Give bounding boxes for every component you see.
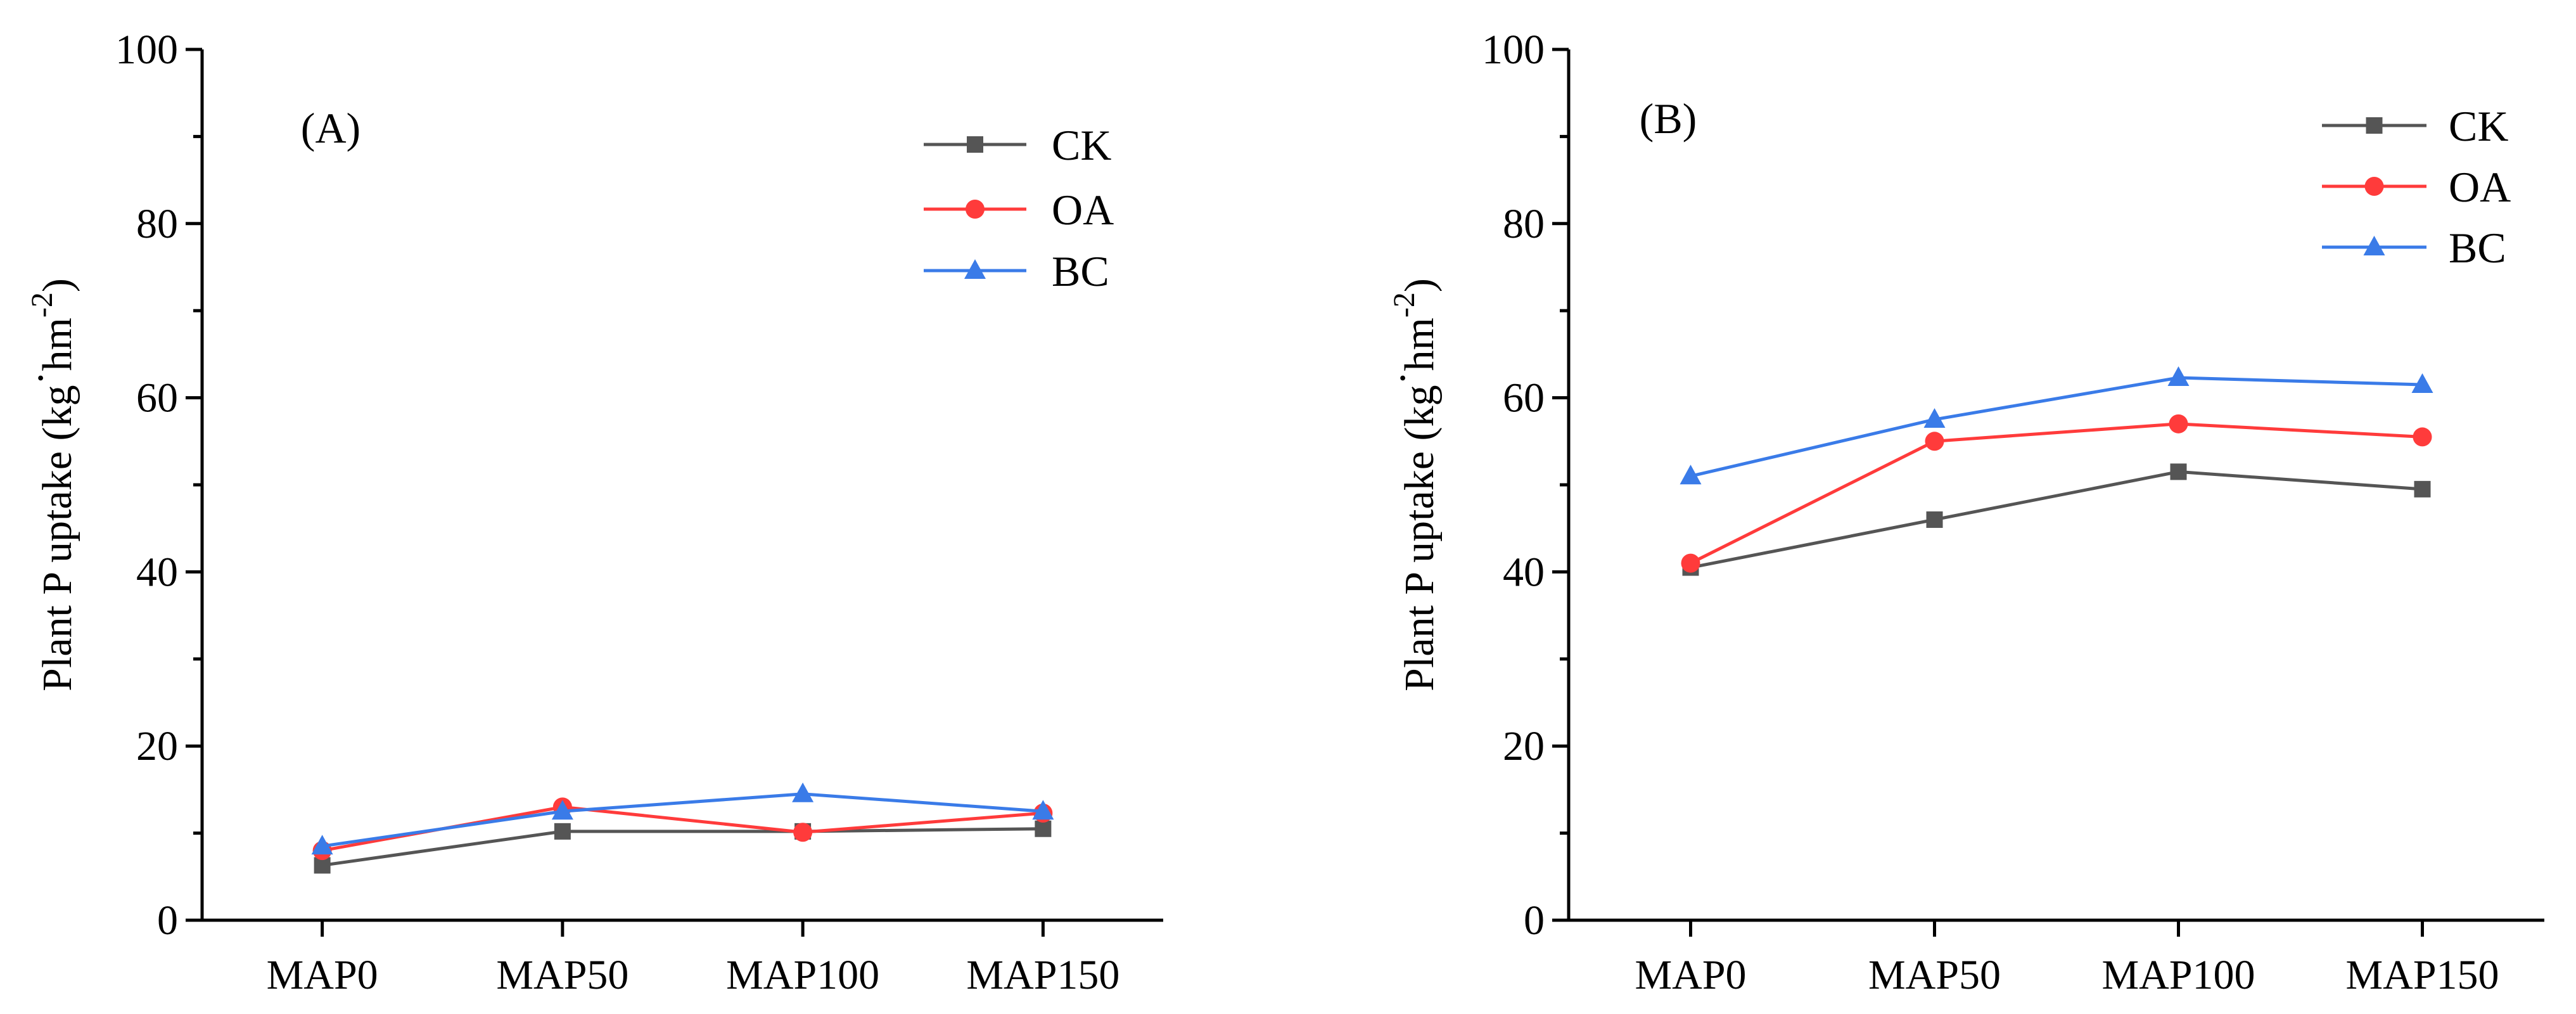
y-tick-label: 40 [136, 549, 178, 595]
panel-label: (B) [1640, 94, 1697, 143]
series-line-ck [1690, 470, 2423, 569]
data-point-ck [1926, 511, 1943, 528]
y-tick-label: 100 [115, 27, 178, 73]
y-tick-label: 60 [1503, 375, 1545, 421]
legend-marker-bc [2363, 236, 2385, 255]
data-point-bc [311, 835, 333, 855]
y-axis-label-unit: hm [1396, 318, 1443, 371]
chart-panel-b: 0 20 40 60 80 100 MAP0 MAP50 MAP100 MAP150 Plant P… [1380, 27, 2544, 998]
data-point-bc [2411, 373, 2433, 393]
axis-lines [200, 49, 1163, 922]
y-tick-label: 20 [1503, 723, 1545, 769]
y-tick-label: 40 [1503, 549, 1545, 595]
y-axis-label-unit: hm [34, 318, 80, 371]
chart-panel-a: 0 20 40 60 80 100 MAP0 MAP50 MAP100 MAP150 Plant P… [18, 27, 1163, 998]
data-point-oa [2169, 414, 2188, 433]
x-tick-label: MAP150 [2345, 952, 2499, 998]
x-tick-label: MAP100 [2101, 952, 2255, 998]
y-tick-label: 80 [1503, 201, 1545, 247]
data-point-oa [1681, 553, 1700, 573]
data-point-ck [2414, 480, 2431, 497]
y-axis-label-dot: · [1380, 371, 1426, 385]
legend-marker-bc [964, 259, 986, 279]
series-line-oa [1690, 422, 2423, 565]
data-point-ck [1035, 820, 1052, 837]
y-tick-label: 100 [1482, 27, 1545, 73]
data-point-ck [2170, 463, 2187, 480]
y-tick-label: 0 [1524, 897, 1545, 944]
data-point-ck [554, 823, 571, 840]
y-axis-label-main: Plant P uptake (kg [1396, 385, 1443, 691]
y-axis-label-exponent: -2 [1387, 292, 1421, 318]
legend-label-bc: BC [2449, 224, 2506, 272]
y-tick-label: 20 [136, 723, 178, 769]
legend-label-bc: BC [1052, 247, 1109, 295]
series-line-bc [1690, 376, 2423, 478]
legend-label-ck: CK [1052, 121, 1111, 169]
y-tick-label: 0 [157, 897, 178, 944]
x-tick-label: MAP100 [726, 952, 879, 998]
legend-marker-oa [966, 200, 985, 219]
x-tick-label: MAP0 [267, 952, 378, 998]
x-tick-label: MAP50 [496, 952, 628, 998]
panel-label: (A) [301, 104, 360, 152]
data-point-oa [793, 823, 813, 842]
y-axis-label-dot: · [18, 371, 64, 385]
x-tick-label: MAP0 [1635, 952, 1746, 998]
data-point-bc [1680, 465, 1702, 485]
legend-label-ck: CK [2449, 102, 2508, 150]
legend-label-oa: OA [1052, 186, 1114, 234]
data-point-bc [792, 782, 814, 802]
y-axis-label-close: ) [1396, 278, 1443, 292]
axis-lines [1567, 49, 2544, 922]
data-point-oa [1925, 432, 1944, 451]
x-tick-label: MAP50 [1868, 952, 2001, 998]
y-axis-label-main: Plant P uptake (kg [34, 385, 80, 691]
legend-marker-oa [2364, 177, 2384, 196]
legend-marker-ck [2366, 117, 2383, 134]
x-tick-label: MAP150 [966, 952, 1119, 998]
data-point-bc [1923, 408, 1946, 428]
data-point-bc [2167, 366, 2190, 386]
y-tick-label: 60 [136, 375, 178, 421]
data-point-oa [2413, 427, 2432, 447]
legend-label-oa: OA [2449, 163, 2511, 211]
series-line-ck [322, 827, 1043, 867]
y-axis-label-close: ) [34, 278, 80, 292]
y-axis-label-exponent: -2 [25, 292, 59, 318]
series-line-bc [322, 792, 1043, 848]
y-axis-label: Plant P uptake (kg·hm-2) [18, 278, 80, 691]
legend-marker-ck [967, 136, 983, 153]
data-point-bc [1032, 800, 1054, 820]
y-tick-label: 80 [136, 201, 178, 247]
y-axis-label: Plant P uptake (kg·hm-2) [1380, 278, 1443, 691]
data-point-bc [551, 800, 573, 820]
